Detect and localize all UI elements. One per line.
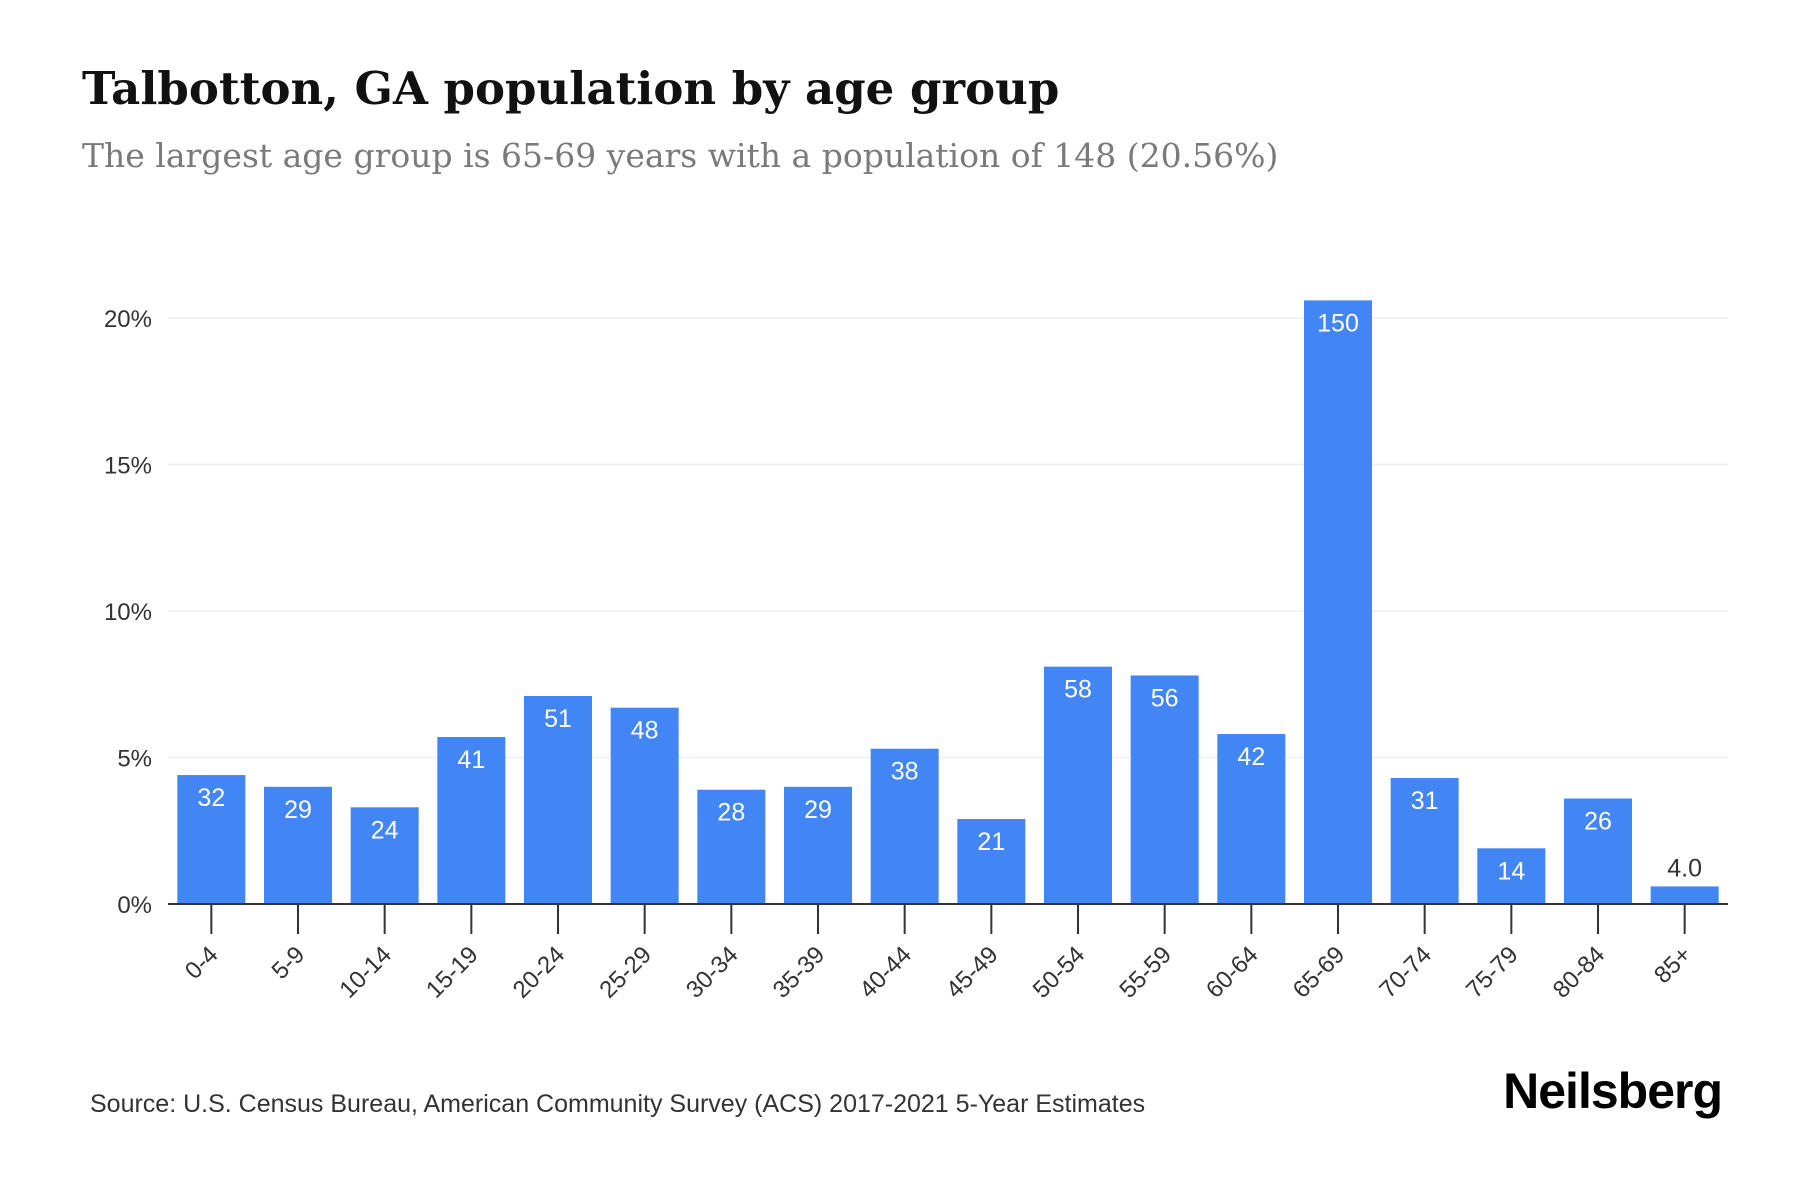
x-tick-label: 80-84 [1548,941,1611,1004]
bar-35-39 [784,786,852,904]
data-label: 48 [631,717,659,745]
data-label: 31 [1411,787,1439,815]
chart-subtitle: The largest age group is 65-69 years wit… [82,136,1279,175]
data-label: 26 [1584,808,1612,836]
data-label: 32 [197,784,225,812]
x-tick-label: 5-9 [267,941,311,985]
brand-logo: Neilsberg [1503,1063,1723,1119]
data-label: 41 [457,746,485,774]
x-tick-label: 30-34 [681,941,744,1004]
y-tick-label: 5% [117,746,152,773]
x-tick-label: 25-29 [594,941,657,1004]
bar-5-9 [264,786,332,904]
bar-40-44 [870,748,939,904]
x-tick-label: 50-54 [1028,941,1091,1004]
bar-50-54 [1044,666,1112,904]
data-label: 24 [371,816,399,844]
bar-75-79 [1477,848,1546,904]
x-tick-label: 40-44 [854,941,917,1004]
y-tick-label: 15% [104,453,152,480]
bar-20-24 [524,695,592,904]
y-tick-label: 20% [104,306,152,333]
x-tick-label: 0-4 [180,941,224,985]
y-axis-ticks: 0% 5% 10% 15% 20% [104,306,152,919]
x-axis-ticks: 0-4 5-9 10-14 15-19 20-24 25-29 30-34 35-39 40-4… [180,904,1697,1004]
y-tick-label: 0% [117,892,152,919]
data-label: 29 [804,796,832,824]
data-label: 42 [1237,743,1265,771]
bar-25-29 [610,707,679,904]
x-tick-label: 85+ [1649,941,1697,989]
data-label: 150 [1317,309,1359,337]
data-label: 58 [1064,676,1092,704]
data-label: 28 [717,799,745,827]
data-label: 4.0 [1667,854,1702,882]
bar-45-49 [957,819,1026,904]
bar-55-59 [1130,675,1199,904]
bar-70-74 [1390,778,1459,904]
x-tick-label: 65-69 [1288,941,1351,1004]
x-tick-label: 70-74 [1374,941,1437,1004]
data-label: 29 [284,796,312,824]
bar-0-4 [177,775,246,904]
x-tick-label: 15-19 [421,941,484,1004]
x-tick-label: 55-59 [1114,941,1177,1004]
data-label: 56 [1151,684,1179,712]
x-tick-label: 75-79 [1461,941,1524,1004]
source-note: Source: U.S. Census Bureau, American Com… [90,1090,1146,1118]
x-tick-label: 60-64 [1201,941,1264,1004]
x-tick-label: 45-49 [941,941,1004,1004]
data-label: 51 [544,705,572,733]
data-label: 14 [1497,857,1525,885]
bar-15-19 [437,736,506,904]
data-labels: 32 29 24 41 51 48 28 29 38 21 58 56 42 150 31 14 26 4.0 [197,309,1702,885]
x-tick-label: 20-24 [508,941,571,1004]
x-tick-label: 10-14 [334,941,397,1004]
data-label: 38 [891,758,919,786]
gridlines [168,317,1728,759]
bar-30-34 [697,789,766,904]
data-label: 21 [977,828,1005,856]
bars [177,300,1719,904]
bar-10-14 [350,807,419,904]
bar-60-64 [1217,734,1286,904]
bar-65-69 [1304,300,1372,904]
bar-85+ [1650,886,1719,904]
bar-80-84 [1564,798,1632,904]
y-tick-label: 10% [104,599,152,626]
chart-title: Talbotton, GA population by age group [82,62,1060,115]
x-tick-label: 35-39 [768,941,831,1004]
